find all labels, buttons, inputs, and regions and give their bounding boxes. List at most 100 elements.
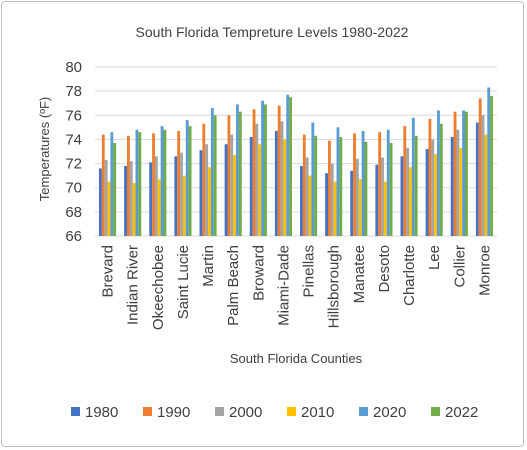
bar-2022-saint-lucie xyxy=(188,126,192,236)
bar-2020-collier xyxy=(462,110,466,236)
bar-2010-hillsborough xyxy=(333,181,337,236)
bar-1980-palm-beach xyxy=(224,144,228,236)
bar-1990-martin xyxy=(202,123,206,236)
x-category-label: Lee xyxy=(426,245,443,270)
legend-label: 2000 xyxy=(229,404,262,421)
x-category-label: Broward xyxy=(250,245,267,301)
bar-2022-brevard xyxy=(113,143,117,236)
bar-2022-miami-dade xyxy=(289,97,292,236)
bar-1990-charlotte xyxy=(403,126,407,236)
bar-2022-pinellas xyxy=(314,135,318,236)
bar-2020-brevard xyxy=(110,132,114,236)
bar-1980-lee xyxy=(425,149,429,236)
bar-2020-okeechobee xyxy=(160,126,164,236)
legend-label: 2020 xyxy=(373,404,406,421)
legend-swatch-2000 xyxy=(215,407,224,416)
bar-2010-charlotte xyxy=(409,167,412,236)
bar-1990-saint-lucie xyxy=(177,130,181,236)
bar-2000-miami-dade xyxy=(280,121,284,236)
bar-2010-desoto xyxy=(383,181,387,236)
x-axis-title: South Florida Counties xyxy=(230,351,363,366)
bar-2000-okeechobee xyxy=(154,156,158,236)
bar-1980-manatee xyxy=(350,170,354,236)
x-category-label: Collier xyxy=(451,245,468,288)
bar-2000-charlotte xyxy=(406,147,410,236)
bar-2022-broward xyxy=(264,104,267,237)
bar-2010-broward xyxy=(258,144,262,236)
bar-2022-desoto xyxy=(389,143,393,236)
y-axis-title: Temperatures (ºF) xyxy=(37,97,52,201)
y-tick-label: 76 xyxy=(65,107,82,124)
bar-2020-palm-beach xyxy=(236,104,239,237)
bar-1990-palm-beach xyxy=(227,115,231,236)
x-category-label: Saint Lucie xyxy=(175,245,192,319)
legend-label: 2010 xyxy=(301,404,334,421)
bar-2010-indian-river xyxy=(132,182,136,236)
x-category-label: Brevard xyxy=(100,245,117,298)
bar-2020-miami-dade xyxy=(286,94,290,236)
bar-1980-okeechobee xyxy=(149,162,153,236)
bar-1990-broward xyxy=(252,109,256,236)
bar-2010-lee xyxy=(434,153,438,236)
bar-1980-martin xyxy=(199,150,203,236)
bar-2000-broward xyxy=(255,123,259,236)
legend-label: 1990 xyxy=(157,404,190,421)
bar-1990-lee xyxy=(428,118,432,236)
bar-2020-desoto xyxy=(386,129,390,236)
bar-1990-hillsborough xyxy=(327,140,331,236)
bar-2010-manatee xyxy=(358,179,362,236)
y-tick-labels: 66 68 70 72 74 76 78 80 xyxy=(65,59,82,245)
bar-2000-indian-river xyxy=(129,161,133,236)
bar-2010-palm-beach xyxy=(233,155,237,236)
legend-label: 1980 xyxy=(85,404,118,421)
x-category-labels: Brevard Indian River Okeechobee Saint Lucie… xyxy=(100,245,494,330)
bar-2022-manatee xyxy=(364,141,368,236)
bar-2022-hillsborough xyxy=(339,137,343,236)
bar-2000-martin xyxy=(205,144,209,236)
bar-2000-manatee xyxy=(355,158,359,236)
x-category-label: Pinellas xyxy=(301,245,318,298)
bar-1990-monroe xyxy=(478,98,482,236)
bar-2020-broward xyxy=(261,100,265,236)
bar-2000-monroe xyxy=(481,115,485,236)
bar-2022-collier xyxy=(465,111,468,236)
legend-swatch-2020 xyxy=(359,407,368,416)
bar-2010-brevard xyxy=(107,181,111,236)
bar-2020-manatee xyxy=(361,130,365,236)
bar-1980-miami-dade xyxy=(274,130,278,236)
bar-2010-martin xyxy=(208,167,211,236)
y-tick-label: 72 xyxy=(65,156,82,173)
bar-1980-hillsborough xyxy=(325,173,328,236)
bar-1980-monroe xyxy=(475,122,479,236)
chart-title: South Florida Tempreture Levels 1980-202… xyxy=(136,24,409,40)
x-category-label: Hillsborough xyxy=(326,245,343,328)
legend-swatch-1990 xyxy=(143,407,152,416)
bar-2020-charlotte xyxy=(411,117,415,236)
bar-1990-collier xyxy=(453,111,457,236)
bar-2020-monroe xyxy=(487,87,491,237)
y-tick-label: 78 xyxy=(65,83,82,100)
bar-1980-broward xyxy=(249,137,253,236)
legend-swatch-1980 xyxy=(71,407,80,416)
bar-1990-brevard xyxy=(101,134,105,236)
bar-1980-saint-lucie xyxy=(174,156,178,236)
bar-1990-pinellas xyxy=(302,134,306,236)
legend-swatch-2010 xyxy=(287,407,296,416)
y-tick-label: 74 xyxy=(65,131,82,148)
x-category-label: Monroe xyxy=(476,245,493,296)
bar-2022-martin xyxy=(213,115,217,236)
bar-2020-lee xyxy=(437,110,440,236)
legend-swatch-2022 xyxy=(431,407,440,416)
bar-2010-collier xyxy=(459,147,463,236)
bar-2022-monroe xyxy=(490,95,493,236)
bars-group xyxy=(99,87,493,237)
bar-2000-desoto xyxy=(381,157,384,236)
x-category-label: Manatee xyxy=(351,245,368,303)
x-category-label: Miami-Dade xyxy=(275,245,292,326)
x-category-label: Indian River xyxy=(125,245,142,325)
bar-1990-desoto xyxy=(378,132,382,236)
bar-2020-indian-river xyxy=(135,129,139,236)
bar-2010-okeechobee xyxy=(157,179,161,236)
bar-2022-indian-river xyxy=(138,132,142,236)
